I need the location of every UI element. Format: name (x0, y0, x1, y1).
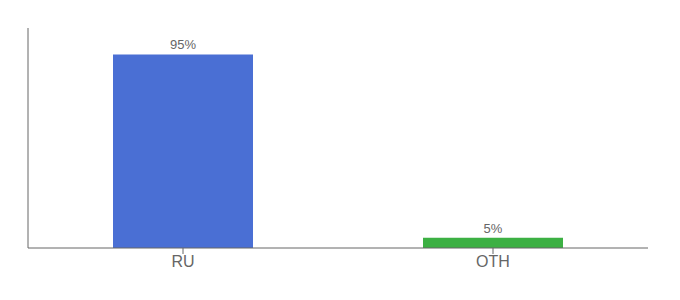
svg-text:95%: 95% (170, 37, 196, 52)
svg-text:5%: 5% (484, 221, 503, 236)
svg-text:RU: RU (171, 253, 194, 270)
svg-text:OTH: OTH (476, 253, 510, 270)
